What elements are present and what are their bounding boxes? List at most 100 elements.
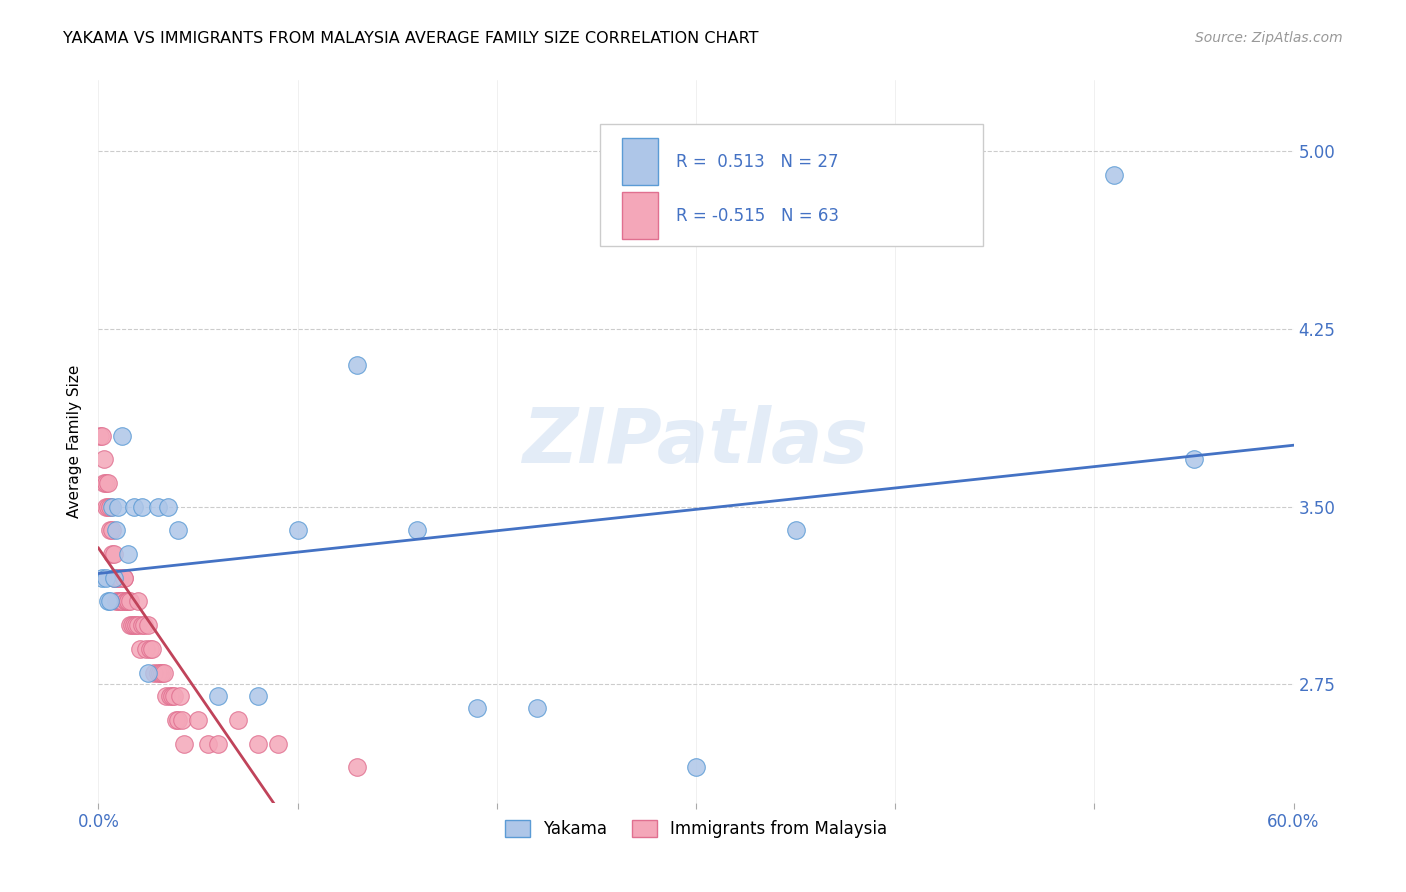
Point: [143, 665, 166, 680]
Point: [150, 665, 173, 680]
Point: [131, 500, 153, 514]
Point: [96, 571, 118, 585]
Point: [93, 452, 115, 467]
Point: [110, 594, 132, 608]
Point: [155, 689, 177, 703]
Point: [159, 689, 181, 703]
Text: R =  0.513   N = 27: R = 0.513 N = 27: [676, 153, 838, 170]
Point: [91, 571, 114, 585]
Point: [125, 618, 148, 632]
Point: [96, 500, 118, 514]
Legend: Yakama, Immigrants from Malaysia: Yakama, Immigrants from Malaysia: [498, 814, 894, 845]
Point: [197, 737, 219, 751]
Point: [134, 618, 156, 632]
Point: [169, 689, 191, 703]
Point: [1182, 452, 1205, 467]
FancyBboxPatch shape: [600, 124, 983, 246]
Point: [127, 594, 149, 608]
Point: [207, 737, 229, 751]
Point: [107, 571, 129, 585]
Point: [136, 665, 159, 680]
Text: YAKAMA VS IMMIGRANTS FROM MALAYSIA AVERAGE FAMILY SIZE CORRELATION CHART: YAKAMA VS IMMIGRANTS FROM MALAYSIA AVERA…: [63, 31, 759, 46]
Point: [111, 594, 134, 608]
Text: R = -0.515   N = 63: R = -0.515 N = 63: [676, 207, 838, 225]
Point: [139, 641, 162, 656]
Point: [103, 571, 125, 585]
Point: [97, 594, 120, 608]
Point: [112, 571, 135, 585]
Point: [246, 689, 269, 703]
Point: [89, 428, 111, 442]
Y-axis label: Average Family Size: Average Family Size: [67, 365, 83, 518]
Point: [121, 618, 143, 632]
Bar: [621, 138, 658, 185]
Point: [96, 475, 118, 490]
Point: [163, 689, 186, 703]
Point: [149, 665, 172, 680]
Point: [111, 428, 134, 442]
Point: [129, 641, 152, 656]
Text: Source: ZipAtlas.com: Source: ZipAtlas.com: [1195, 31, 1343, 45]
Point: [98, 594, 122, 608]
Point: [148, 500, 170, 514]
Point: [120, 594, 142, 608]
Point: [287, 524, 309, 538]
Point: [526, 701, 548, 715]
Point: [267, 737, 290, 751]
Point: [135, 641, 157, 656]
Point: [124, 618, 146, 632]
Bar: [621, 193, 658, 239]
Point: [160, 689, 183, 703]
Point: [167, 524, 190, 538]
Point: [153, 665, 176, 680]
Point: [117, 547, 139, 561]
Point: [157, 500, 180, 514]
Point: [117, 594, 139, 608]
Point: [165, 713, 187, 727]
Point: [124, 500, 146, 514]
Point: [101, 524, 124, 538]
Point: [127, 618, 149, 632]
Point: [98, 500, 122, 514]
Point: [115, 594, 138, 608]
Point: [91, 428, 114, 442]
Point: [685, 760, 707, 774]
Point: [101, 547, 124, 561]
Point: [107, 500, 129, 514]
Point: [117, 594, 139, 608]
Point: [105, 594, 128, 608]
Point: [187, 713, 209, 727]
Point: [101, 500, 124, 514]
Point: [107, 594, 129, 608]
Point: [105, 524, 128, 538]
Point: [207, 689, 229, 703]
Point: [112, 571, 135, 585]
Point: [346, 760, 368, 774]
Point: [141, 641, 163, 656]
Point: [131, 618, 153, 632]
Point: [785, 524, 807, 538]
Point: [120, 618, 142, 632]
Point: [97, 500, 120, 514]
Point: [110, 571, 132, 585]
Point: [103, 571, 125, 585]
Point: [406, 524, 429, 538]
Point: [465, 701, 488, 715]
Point: [98, 524, 122, 538]
Point: [173, 737, 195, 751]
Point: [136, 618, 159, 632]
Point: [167, 713, 190, 727]
Point: [97, 475, 120, 490]
Point: [148, 665, 170, 680]
Point: [111, 594, 134, 608]
Point: [115, 594, 138, 608]
Point: [346, 358, 368, 372]
Point: [103, 547, 125, 561]
Point: [172, 713, 194, 727]
Point: [93, 475, 115, 490]
Point: [246, 737, 269, 751]
Point: [1104, 168, 1126, 182]
Point: [226, 713, 249, 727]
Text: ZIPatlas: ZIPatlas: [523, 405, 869, 478]
Point: [105, 571, 128, 585]
